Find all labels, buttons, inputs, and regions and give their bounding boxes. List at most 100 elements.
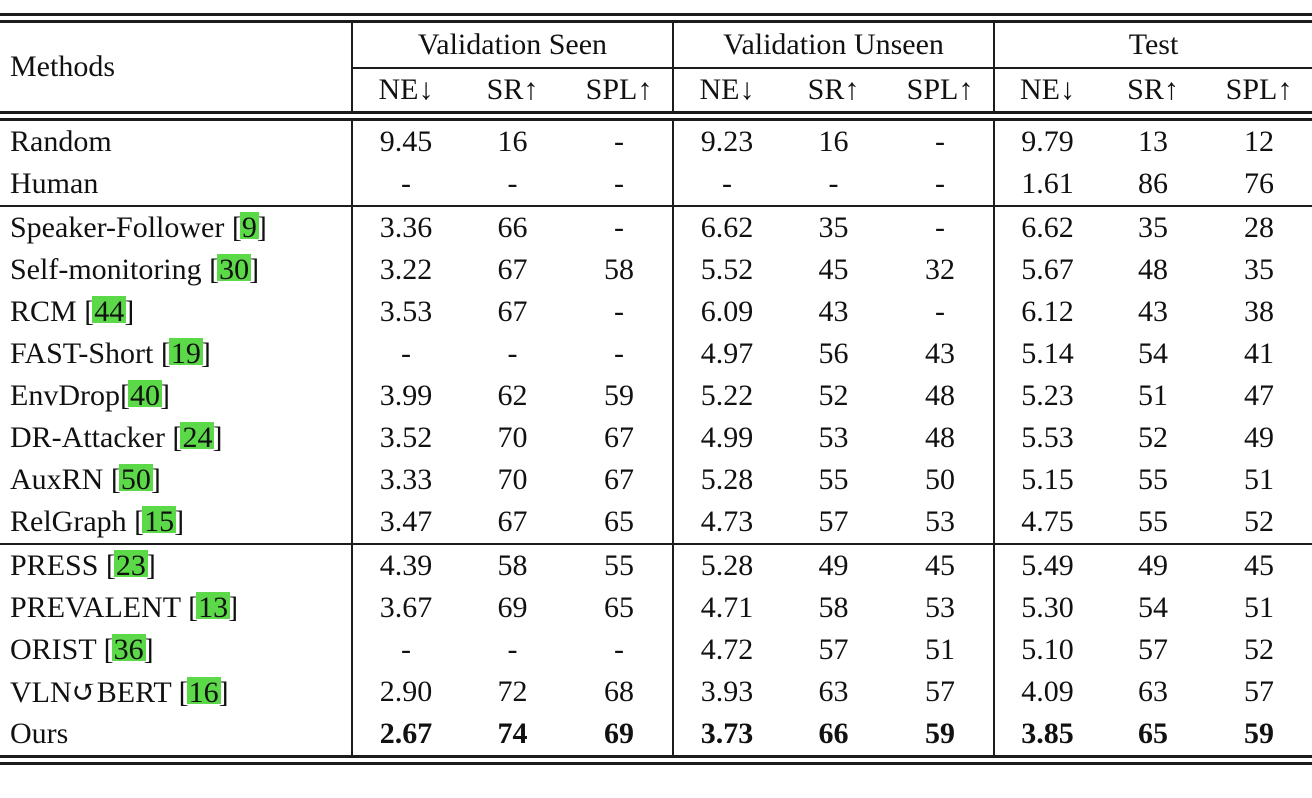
value-cell: 50 bbox=[925, 463, 955, 496]
top-double-rule bbox=[0, 13, 1312, 23]
value-cell: 5.28 bbox=[672, 543, 780, 587]
value-cell: 38 bbox=[1244, 295, 1274, 328]
table-row: ORIST [36] - - - 4.72 57 51 5.10 57 52 bbox=[0, 629, 1312, 671]
value-cell: 55 bbox=[566, 543, 673, 587]
value-cell: 43 bbox=[1138, 295, 1168, 328]
value-cell: - bbox=[614, 125, 624, 158]
method-name-cell: VLN↺BERT [16] bbox=[10, 675, 229, 709]
table-row: Speaker-Follower [9] 3.36 66-6.62 35-6.62 35… bbox=[0, 205, 1312, 249]
method-name-cell: AuxRN [50] bbox=[10, 463, 161, 496]
citation-link[interactable]: 50 bbox=[118, 463, 153, 496]
value-cell: 59 bbox=[604, 379, 634, 412]
value-cell: 41 bbox=[1244, 337, 1274, 370]
value-cell: 52 bbox=[1138, 421, 1168, 454]
table-row: RCM [44] 3.53 67 - 6.09 43 - 6.12 43 38 bbox=[0, 291, 1312, 333]
method-name-cell: DR-Attacker [24] bbox=[10, 421, 223, 454]
group-header-test: Test bbox=[993, 21, 1312, 69]
methods-column-header: Methods bbox=[10, 50, 115, 83]
col-header-ne-seen: NE↓ bbox=[351, 68, 459, 113]
value-cell: 6.09 bbox=[672, 291, 780, 333]
value-cell: - bbox=[614, 633, 624, 666]
value-cell: 35 bbox=[1244, 253, 1274, 286]
value-cell: 67 bbox=[497, 295, 528, 328]
table-body: Random 9.45 16-9.23 16-9.79 13 12 Human - - - - - -1… bbox=[0, 119, 1312, 757]
value-cell: 51 bbox=[1244, 463, 1274, 496]
value-cell: 3.99 bbox=[351, 375, 459, 417]
method-name-cell: FAST-Short [19] bbox=[10, 337, 211, 370]
value-cell: 43 bbox=[925, 337, 955, 370]
value-cell: 45 bbox=[1206, 543, 1312, 587]
double-rule-line bbox=[0, 13, 1312, 23]
value-cell: 3.36 bbox=[351, 205, 459, 249]
citation-link[interactable]: 15 bbox=[142, 505, 177, 538]
value-cell: 9.45 bbox=[351, 119, 459, 163]
col-header-ne-unseen: NE↓ bbox=[672, 68, 780, 113]
value-cell: 65 bbox=[604, 505, 634, 538]
citation-link[interactable]: 9 bbox=[239, 211, 259, 244]
citation-link[interactable]: 16 bbox=[186, 675, 221, 709]
value-cell: 67 bbox=[604, 463, 634, 496]
value-cell: 13 bbox=[1138, 125, 1168, 158]
value-cell: 59 bbox=[1244, 717, 1274, 750]
value-cell: 70 bbox=[497, 463, 528, 496]
value-cell: 65 bbox=[1138, 717, 1168, 750]
citation-link[interactable]: 36 bbox=[111, 633, 146, 666]
citation-link[interactable]: 19 bbox=[168, 337, 203, 370]
value-cell: 3.33 bbox=[351, 459, 459, 501]
value-cell: 63 bbox=[1138, 675, 1168, 708]
col-header-sr-seen: SR↑ bbox=[486, 73, 539, 106]
table-row: Self-monitoring [30] 3.22 67 58 5.52 45 32 5.67… bbox=[0, 249, 1312, 291]
group-header-validation-seen: Validation Seen bbox=[351, 21, 673, 69]
value-cell: 52 bbox=[1244, 505, 1274, 538]
value-cell: 69 bbox=[604, 717, 634, 750]
value-cell: 35 bbox=[780, 205, 887, 249]
value-cell: 5.53 bbox=[993, 417, 1100, 459]
value-cell: - bbox=[566, 205, 673, 249]
value-cell: 2.90 bbox=[351, 671, 459, 713]
value-cell: 4.71 bbox=[672, 587, 780, 629]
table-row: Human - - - - - - 1.61 86 76 bbox=[0, 163, 1312, 206]
value-cell: 28 bbox=[1206, 205, 1312, 249]
value-cell: 4.09 bbox=[993, 671, 1100, 713]
citation-link[interactable]: 24 bbox=[180, 421, 215, 454]
group-header-validation-unseen: Validation Unseen bbox=[672, 21, 994, 69]
citation-link[interactable]: 40 bbox=[127, 379, 162, 412]
value-cell: 45 bbox=[887, 543, 994, 587]
value-cell: - bbox=[887, 205, 994, 249]
citation-link[interactable]: 44 bbox=[92, 295, 127, 328]
value-cell: 6.12 bbox=[993, 291, 1100, 333]
value-cell: 4.39 bbox=[351, 543, 459, 587]
value-cell: 3.67 bbox=[351, 587, 459, 629]
value-cell: - bbox=[614, 167, 624, 200]
value-cell: 57 bbox=[1244, 675, 1274, 708]
method-name-cell: RelGraph [15] bbox=[10, 505, 185, 538]
table-row: DR-Attacker [24] 3.52 70 67 4.99 53 48 5.53 52 49 bbox=[0, 417, 1312, 459]
table-row: PRESS [23] 4.39 58 55 5.28 49 45 5.49 49 45 bbox=[0, 543, 1312, 587]
value-cell: 5.22 bbox=[672, 375, 780, 417]
col-header-spl-test: SPL↑ bbox=[1225, 73, 1293, 106]
value-cell: - bbox=[935, 125, 945, 158]
table-row: PREVALENT [13] 3.67 69 65 4.71 58 53 5.30 54 51 bbox=[0, 587, 1312, 629]
citation-link[interactable]: 23 bbox=[113, 549, 148, 582]
value-cell: 47 bbox=[1244, 379, 1274, 412]
value-cell: 74 bbox=[497, 717, 528, 750]
value-cell: 66 bbox=[459, 205, 566, 249]
value-cell: 4.97 bbox=[672, 333, 780, 375]
col-header-sr-test: SR↑ bbox=[1127, 73, 1179, 106]
value-cell: 63 bbox=[818, 675, 849, 708]
value-cell: 56 bbox=[818, 337, 849, 370]
value-cell: 70 bbox=[497, 421, 528, 454]
value-cell: 68 bbox=[604, 675, 634, 708]
value-cell: 3.52 bbox=[351, 417, 459, 459]
value-cell: 3.85 bbox=[993, 713, 1100, 757]
value-cell: 51 bbox=[1138, 379, 1168, 412]
value-cell: 5.10 bbox=[993, 629, 1100, 671]
citation-link[interactable]: 13 bbox=[196, 591, 231, 624]
value-cell: 67 bbox=[497, 253, 528, 286]
citation-link[interactable]: 30 bbox=[217, 253, 252, 286]
method-name-cell: EnvDrop[40] bbox=[10, 379, 170, 412]
value-cell: 86 bbox=[1138, 167, 1168, 200]
value-cell: 5.30 bbox=[993, 587, 1100, 629]
metrics-header-row: NE↓ SR↑ SPL↑ NE↓ SR↑ SPL↑ NE↓ SR↑ SPL↑ bbox=[0, 68, 1312, 113]
table-row: EnvDrop[40] 3.99 62 59 5.22 52 48 5.23 51 47 bbox=[0, 375, 1312, 417]
